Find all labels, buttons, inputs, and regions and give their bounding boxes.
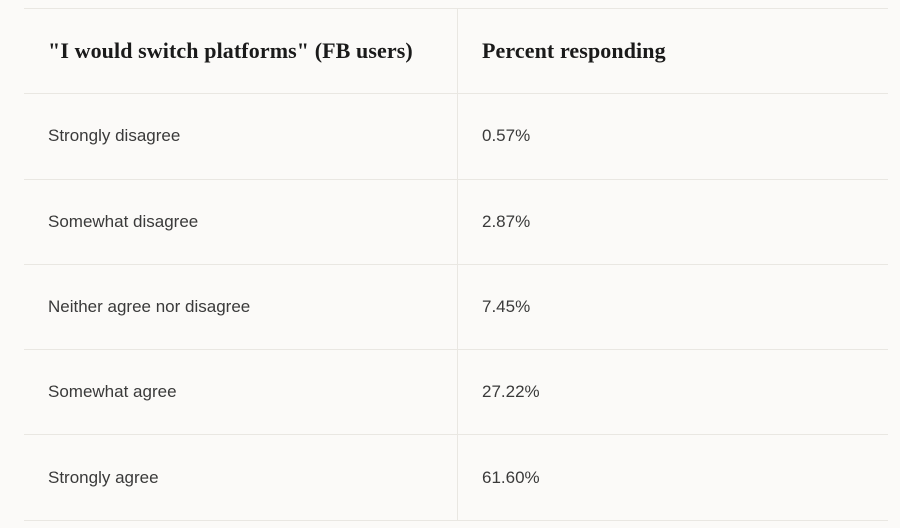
- response-label: Strongly disagree: [48, 126, 181, 146]
- response-label: Strongly agree: [48, 467, 159, 487]
- column-header-percent: Percent responding: [457, 9, 888, 94]
- response-label: Neither agree nor disagree: [48, 297, 251, 317]
- response-label: Somewhat agree: [48, 382, 177, 402]
- percent-value: 0.57%: [457, 94, 888, 179]
- table-row: Strongly agree 61.60%: [24, 435, 888, 521]
- table-row: Strongly disagree 0.57%: [24, 94, 888, 180]
- percent-value: 7.45%: [457, 264, 888, 350]
- table-row: Somewhat agree 27.22%: [24, 350, 888, 436]
- percent-value: 61.60%: [457, 435, 888, 520]
- response-label: Somewhat disagree: [48, 211, 199, 231]
- percent-value: 2.87%: [457, 179, 888, 264]
- table-row: Neither agree nor disagree 7.45%: [24, 264, 888, 351]
- table-row: Somewhat disagree 2.87%: [24, 179, 888, 265]
- column-header-statement: "I would switch platforms" (FB users): [48, 38, 413, 64]
- table-header-row: "I would switch platforms" (FB users) Pe…: [24, 9, 888, 95]
- percent-value: 27.22%: [457, 350, 888, 435]
- survey-results-table: "I would switch platforms" (FB users) Pe…: [24, 8, 888, 521]
